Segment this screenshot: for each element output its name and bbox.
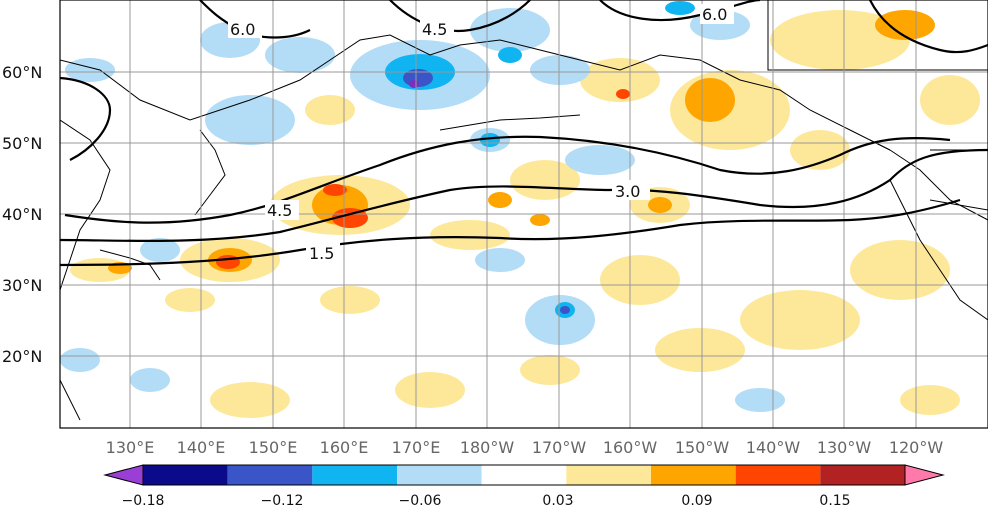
lat-label: 60°N [2, 63, 42, 82]
colorbar-tick-label: −0.18 [122, 493, 165, 509]
lon-label: 130°W [817, 438, 872, 457]
colorbar-extension-max [904, 464, 945, 486]
contour-label-4.5-north: 4.5 [422, 20, 447, 39]
contour-label-3.0: 3.0 [615, 182, 640, 201]
lon-label: 170°W [532, 438, 587, 457]
contour-label-group: 1.5 3.0 4.5 6.0 4.5 6.0 [228, 4, 734, 263]
colorbar-tick-label: 0.09 [681, 493, 712, 509]
negative-extreme-patches [409, 80, 419, 88]
longitude-axis: 130°E 140°E 150°E 160°E 170°E 180°W 170°… [106, 438, 944, 457]
lon-label: 130°E [106, 438, 155, 457]
colorbar-segment [735, 465, 821, 485]
contour-4.5-top [389, 0, 531, 33]
contour-label-1.5: 1.5 [309, 244, 334, 263]
contour-label-4.5: 4.5 [267, 201, 292, 220]
colorbar-tick-label: 0.03 [542, 493, 573, 509]
contour-6.0-left [60, 76, 112, 161]
contour-topright [869, 0, 988, 54]
graticule [60, 0, 988, 428]
contour-lines [60, 0, 988, 267]
contour-label-6.0-west: 6.0 [230, 20, 255, 39]
contour-1.5 [60, 198, 961, 267]
contour-4.5 [64, 135, 951, 224]
lon-label: 180°W [460, 438, 515, 457]
lon-label: 170°E [392, 438, 441, 457]
colorbar-tick-label: −0.12 [261, 493, 304, 509]
colorbar-segment [820, 465, 905, 485]
colorbar-tick-label: 0.15 [819, 493, 850, 509]
contour-3.0 [60, 148, 988, 243]
colorbar-segment [397, 465, 482, 485]
colorbar-segment [312, 465, 397, 485]
colorbar-segment [481, 465, 567, 485]
anomaly-fill-layer [60, 0, 988, 428]
contour-label-6.0-east: 6.0 [702, 5, 727, 24]
latitude-axis: 60°N 50°N 40°N 30°N 20°N [2, 63, 42, 366]
lon-label: 140°W [746, 438, 801, 457]
lat-label: 20°N [2, 347, 42, 366]
lon-label: 150°W [675, 438, 730, 457]
colorbar-segment [227, 465, 313, 485]
colorbar [103, 464, 945, 486]
lat-label: 30°N [2, 276, 42, 295]
colorbar-tick-label: −0.06 [399, 493, 442, 509]
colorbar-segment [143, 465, 228, 485]
colorbar-outline [142, 464, 906, 486]
lat-label: 50°N [2, 134, 42, 153]
map-border [59, 0, 988, 429]
lat-label: 40°N [2, 205, 42, 224]
lon-label: 160°E [320, 438, 369, 457]
lon-label: 120°W [889, 438, 944, 457]
colorbar-segment [651, 465, 736, 485]
colorbar-segment [566, 465, 651, 485]
lon-label: 160°W [603, 438, 658, 457]
contour-6.0-topright [599, 0, 761, 22]
colorbar-ticks: −0.18 −0.12 −0.06 0.03 0.09 0.15 [122, 493, 851, 509]
lon-label: 140°E [177, 438, 226, 457]
colorbar-extension-min [103, 464, 144, 486]
lon-label: 150°E [249, 438, 298, 457]
